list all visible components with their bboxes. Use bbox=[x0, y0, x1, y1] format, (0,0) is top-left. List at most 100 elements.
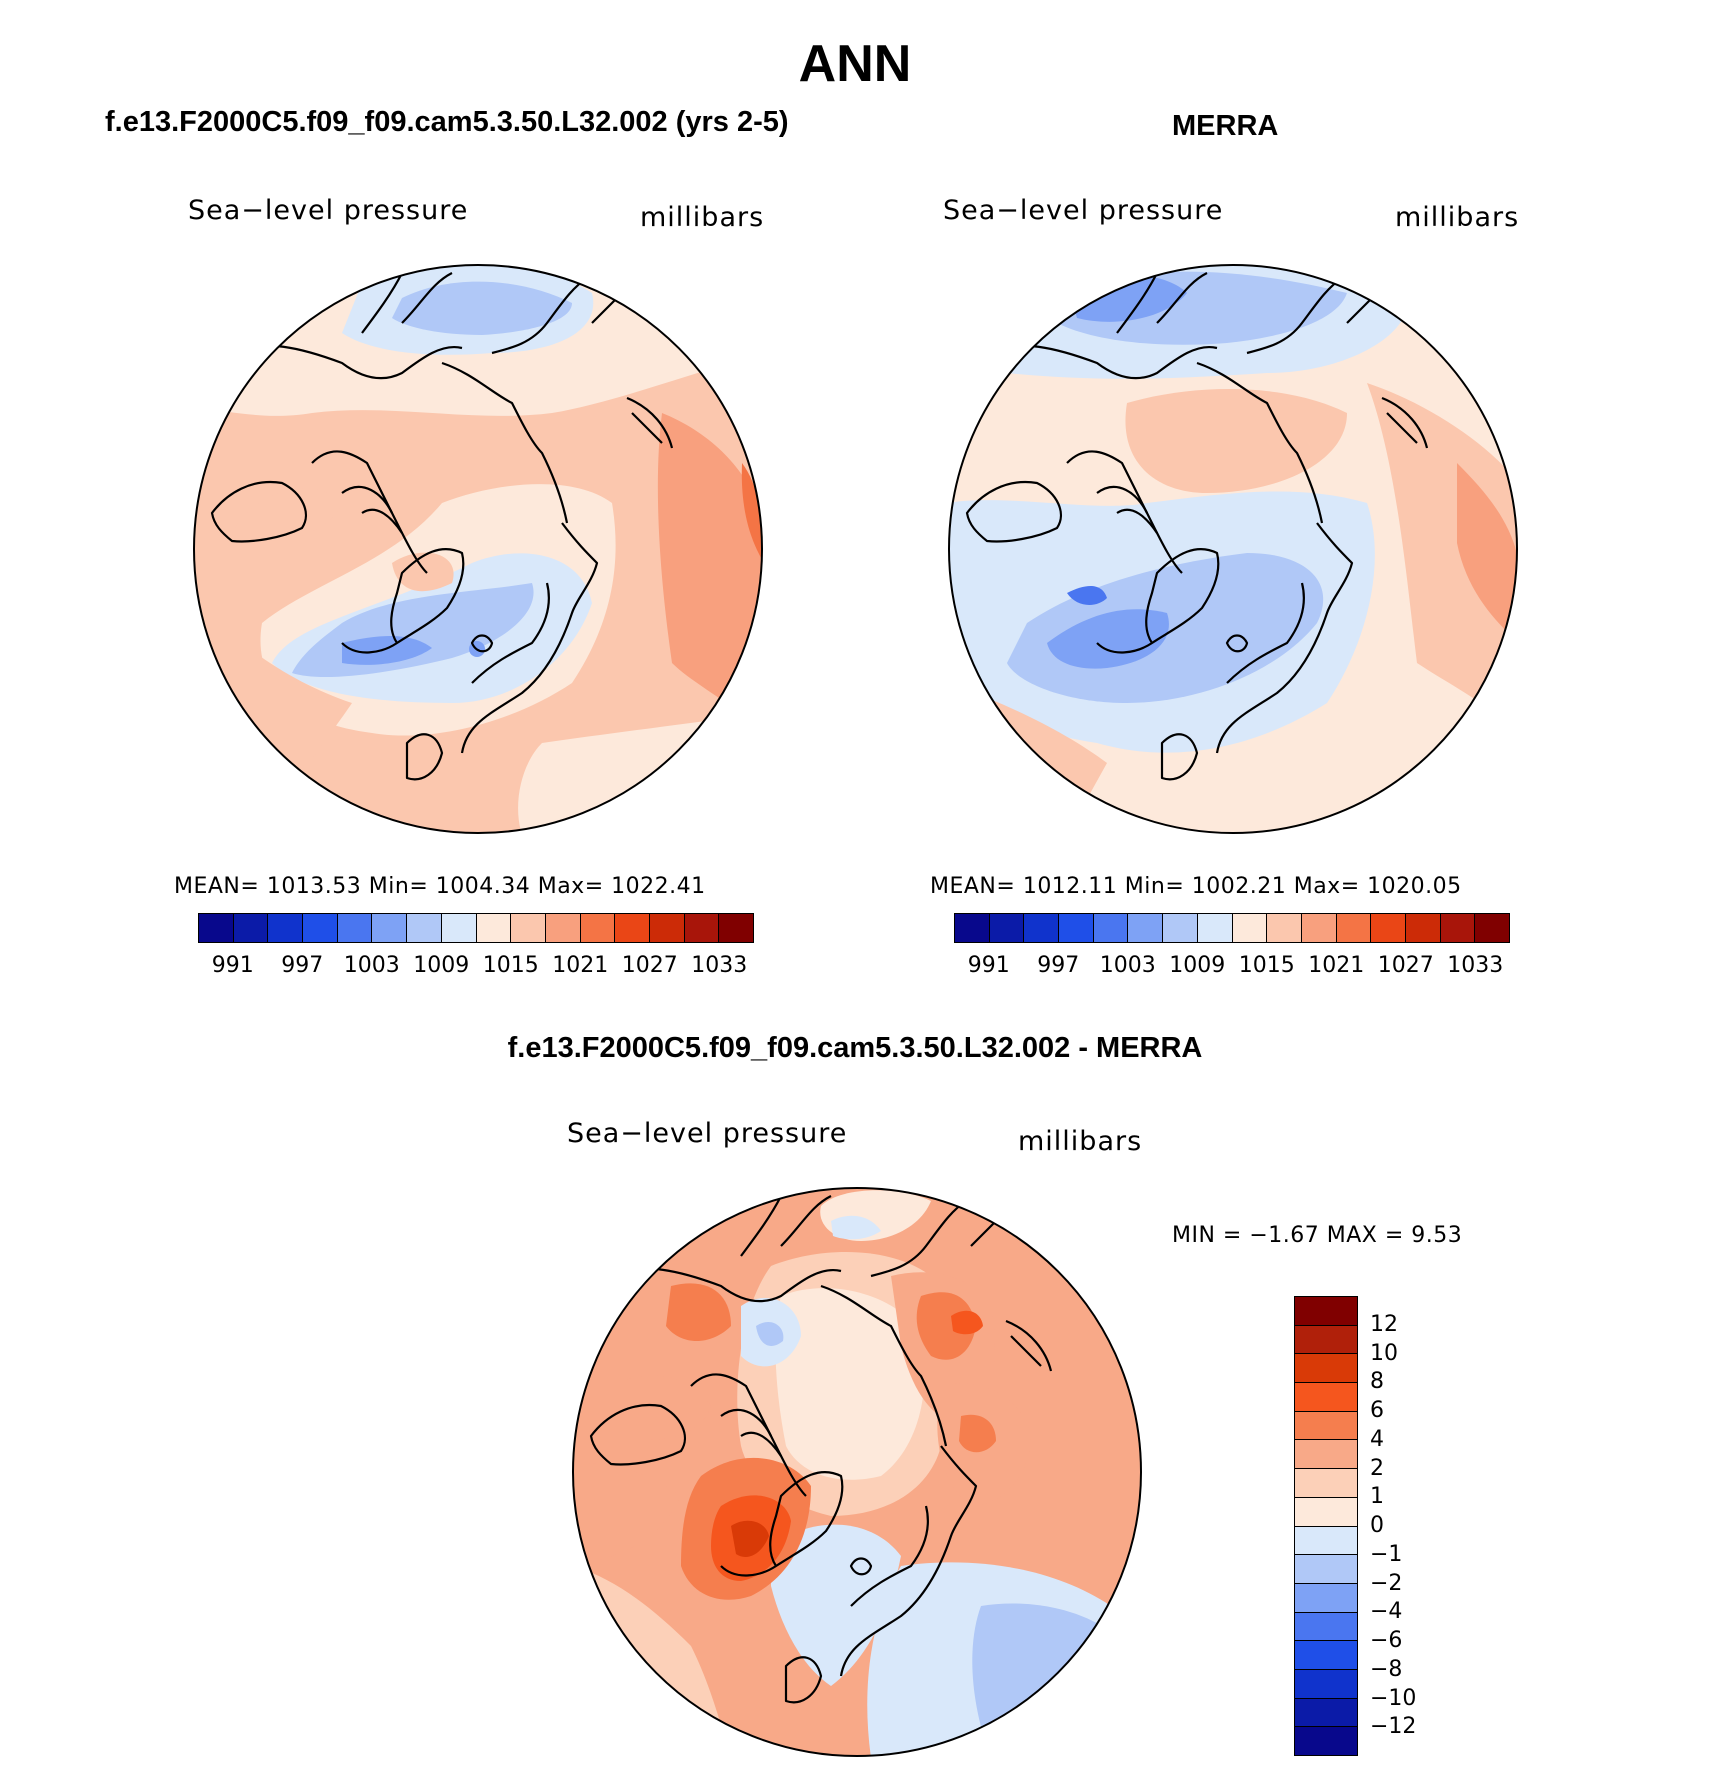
colorbar-tick-label: 1033 bbox=[691, 953, 748, 978]
diff-units-label: millibars bbox=[1018, 1126, 1143, 1157]
colorbar-swatch bbox=[199, 914, 234, 942]
colorbar-tick-label: −1 bbox=[1370, 1541, 1403, 1567]
colorbar-swatch bbox=[1295, 1469, 1357, 1498]
colorbar-tick-label: 10 bbox=[1370, 1340, 1398, 1366]
colorbar-swatch bbox=[1440, 914, 1476, 942]
colorbar-tick-label: 1021 bbox=[1308, 953, 1365, 978]
colorbar-swatch bbox=[1267, 914, 1302, 942]
colorbar-tick-label: 1021 bbox=[552, 953, 609, 978]
colorbar-swatch bbox=[372, 914, 408, 942]
colorbar-swatch bbox=[719, 914, 753, 942]
colorbar-tick-label: 0 bbox=[1370, 1513, 1384, 1538]
colorbar-tick-label: 991 bbox=[211, 953, 254, 978]
colorbar-swatch bbox=[684, 914, 720, 942]
obs-panel-title: MERRA bbox=[1172, 110, 1279, 142]
colorbar-swatch bbox=[1301, 914, 1337, 942]
colorbar-tick-label: 1009 bbox=[413, 953, 470, 978]
colorbar-tick-label: −12 bbox=[1370, 1714, 1417, 1740]
obs-polar-map bbox=[948, 264, 1518, 834]
colorbar-tick-label: 997 bbox=[1037, 953, 1080, 978]
colorbar-swatch bbox=[1295, 1555, 1357, 1584]
diff-stats: MIN = −1.67 MAX = 9.53 bbox=[1172, 1223, 1463, 1248]
colorbar-tick-label: −10 bbox=[1370, 1685, 1417, 1711]
diff-colorbar-ticks: 12 10 8 6 4 2 1 0 −1 −2 −4 −6 −8 −10 −12 bbox=[1370, 1296, 1490, 1756]
colorbar-swatch bbox=[1295, 1612, 1357, 1642]
colorbar-swatch bbox=[649, 914, 685, 942]
colorbar-tick-label: −8 bbox=[1370, 1656, 1403, 1682]
colorbar-tick-label: 1003 bbox=[1099, 953, 1156, 978]
diff-variable-label: Sea−level pressure bbox=[567, 1118, 848, 1149]
colorbar-swatch bbox=[1163, 914, 1198, 942]
model-units-label: millibars bbox=[640, 202, 765, 233]
colorbar-tick-label: 1027 bbox=[621, 953, 678, 978]
colorbar-swatch bbox=[955, 914, 990, 942]
colorbar-swatch bbox=[1093, 914, 1129, 942]
colorbar-swatch bbox=[1295, 1297, 1357, 1326]
colorbar-tick-label: −4 bbox=[1370, 1599, 1403, 1625]
colorbar-swatch bbox=[1295, 1727, 1357, 1755]
model-stats: MEAN= 1013.53 Min= 1004.34 Max= 1022.41 bbox=[174, 874, 706, 899]
colorbar-tick-label: 1003 bbox=[343, 953, 400, 978]
colorbar-swatch bbox=[1405, 914, 1441, 942]
diff-colorbar bbox=[1294, 1296, 1358, 1756]
colorbar-swatch bbox=[989, 914, 1025, 942]
obs-colorbar bbox=[954, 913, 1510, 943]
obs-units-label: millibars bbox=[1395, 202, 1520, 233]
colorbar-tick-label: 6 bbox=[1370, 1398, 1384, 1423]
colorbar-swatch bbox=[337, 914, 373, 942]
colorbar-swatch bbox=[1371, 914, 1406, 942]
colorbar-swatch bbox=[233, 914, 269, 942]
obs-stats: MEAN= 1012.11 Min= 1002.21 Max= 1020.05 bbox=[930, 874, 1462, 899]
colorbar-tick-label: 1009 bbox=[1169, 953, 1226, 978]
colorbar-swatch bbox=[1295, 1698, 1357, 1728]
colorbar-tick-label: 1015 bbox=[1238, 953, 1295, 978]
colorbar-tick-label: 991 bbox=[967, 953, 1010, 978]
colorbar-tick-label: 1015 bbox=[482, 953, 539, 978]
colorbar-swatch bbox=[303, 914, 338, 942]
colorbar-swatch bbox=[545, 914, 581, 942]
diff-panel-title: f.e13.F2000C5.f09_f09.cam5.3.50.L32.002 … bbox=[507, 1032, 1203, 1064]
obs-colorbar-ticks: 991 997 1003 1009 1015 1021 1027 1033 bbox=[954, 953, 1510, 983]
colorbar-tick-label: 1027 bbox=[1377, 953, 1434, 978]
colorbar-swatch bbox=[1295, 1641, 1357, 1670]
colorbar-swatch bbox=[441, 914, 477, 942]
model-panel-title: f.e13.F2000C5.f09_f09.cam5.3.50.L32.002 … bbox=[105, 106, 789, 138]
colorbar-swatch bbox=[1295, 1440, 1357, 1470]
colorbar-swatch bbox=[1295, 1411, 1357, 1441]
colorbar-swatch bbox=[1197, 914, 1233, 942]
colorbar-swatch bbox=[511, 914, 546, 942]
colorbar-swatch bbox=[476, 914, 512, 942]
diff-polar-map bbox=[572, 1187, 1142, 1757]
model-colorbar bbox=[198, 913, 754, 943]
colorbar-swatch bbox=[1295, 1354, 1357, 1384]
colorbar-tick-label: 1033 bbox=[1447, 953, 1504, 978]
model-variable-label: Sea−level pressure bbox=[188, 195, 469, 226]
obs-variable-label: Sea−level pressure bbox=[943, 195, 1224, 226]
colorbar-swatch bbox=[1295, 1526, 1357, 1556]
colorbar-tick-label: 997 bbox=[281, 953, 324, 978]
colorbar-swatch bbox=[1295, 1383, 1357, 1412]
colorbar-tick-label: −2 bbox=[1370, 1570, 1403, 1596]
colorbar-tick-label: −6 bbox=[1370, 1628, 1403, 1653]
colorbar-swatch bbox=[1295, 1583, 1357, 1613]
colorbar-tick-label: 1 bbox=[1370, 1484, 1384, 1510]
colorbar-swatch bbox=[268, 914, 304, 942]
colorbar-tick-label: 12 bbox=[1370, 1311, 1398, 1337]
colorbar-swatch bbox=[1336, 914, 1372, 942]
model-polar-map bbox=[193, 264, 763, 834]
colorbar-swatch bbox=[1295, 1325, 1357, 1355]
colorbar-swatch bbox=[1295, 1497, 1357, 1527]
colorbar-swatch bbox=[1024, 914, 1060, 942]
model-colorbar-ticks: 991 997 1003 1009 1015 1021 1027 1033 bbox=[198, 953, 754, 983]
colorbar-swatch bbox=[407, 914, 442, 942]
colorbar-swatch bbox=[1128, 914, 1164, 942]
colorbar-swatch bbox=[615, 914, 650, 942]
colorbar-tick-label: 2 bbox=[1370, 1455, 1384, 1481]
colorbar-swatch bbox=[1295, 1669, 1357, 1699]
colorbar-tick-label: 4 bbox=[1370, 1426, 1384, 1452]
colorbar-swatch bbox=[1232, 914, 1268, 942]
figure-title: ANN bbox=[798, 35, 912, 93]
colorbar-swatch bbox=[580, 914, 616, 942]
colorbar-tick-label: 8 bbox=[1370, 1369, 1384, 1395]
colorbar-swatch bbox=[1059, 914, 1094, 942]
